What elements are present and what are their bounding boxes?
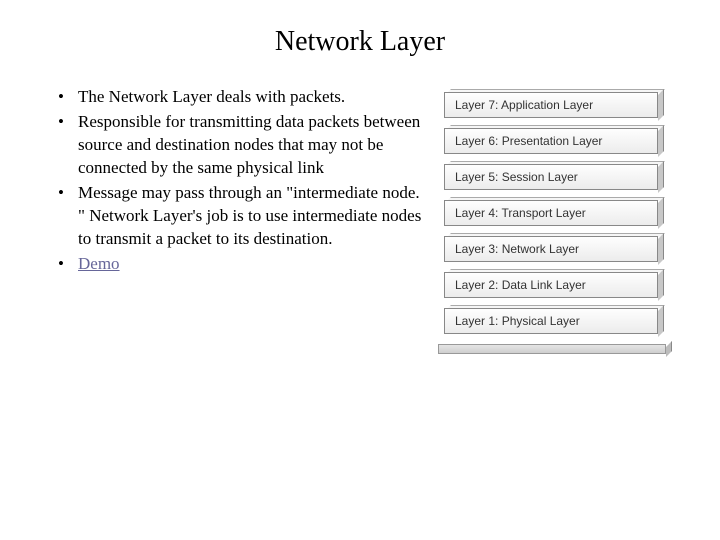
demo-link[interactable]: Demo [78, 254, 120, 273]
osi-stack: Layer 7: Application Layer Layer 6: Pres… [444, 92, 664, 358]
slide: Network Layer The Network Layer deals wi… [0, 0, 720, 540]
bullet-text: Message may pass through an "intermediat… [78, 183, 421, 248]
osi-layer-label: Layer 1: Physical Layer [444, 308, 658, 334]
list-item: Demo [58, 253, 430, 276]
osi-layer-3: Layer 3: Network Layer [444, 236, 664, 268]
stack-base [444, 344, 664, 358]
content-row: The Network Layer deals with packets. Re… [30, 86, 690, 358]
block-side-face [658, 125, 664, 157]
block-side-face [658, 197, 664, 229]
osi-layer-2: Layer 2: Data Link Layer [444, 272, 664, 304]
osi-layer-4: Layer 4: Transport Layer [444, 200, 664, 232]
list-item: The Network Layer deals with packets. [58, 86, 430, 109]
osi-layer-label: Layer 6: Presentation Layer [444, 128, 658, 154]
osi-layer-5: Layer 5: Session Layer [444, 164, 664, 196]
block-side-face [658, 305, 664, 337]
base-side-face [666, 341, 672, 357]
block-side-face [658, 269, 664, 301]
page-title: Network Layer [30, 26, 690, 58]
osi-layer-label: Layer 7: Application Layer [444, 92, 658, 118]
osi-layer-label: Layer 5: Session Layer [444, 164, 658, 190]
block-side-face [658, 89, 664, 121]
osi-layer-label: Layer 2: Data Link Layer [444, 272, 658, 298]
osi-layer-label: Layer 4: Transport Layer [444, 200, 658, 226]
bullet-text: The Network Layer deals with packets. [78, 87, 345, 106]
osi-layer-7: Layer 7: Application Layer [444, 92, 664, 124]
bullet-list: The Network Layer deals with packets. Re… [30, 86, 430, 278]
osi-stack-diagram: Layer 7: Application Layer Layer 6: Pres… [444, 86, 674, 358]
block-side-face [658, 233, 664, 265]
bullet-text: Responsible for transmitting data packet… [78, 112, 420, 177]
osi-layer-6: Layer 6: Presentation Layer [444, 128, 664, 160]
osi-layer-label: Layer 3: Network Layer [444, 236, 658, 262]
osi-layer-1: Layer 1: Physical Layer [444, 308, 664, 340]
base-front-face [438, 344, 666, 354]
block-side-face [658, 161, 664, 193]
list-item: Message may pass through an "intermediat… [58, 182, 430, 251]
list-item: Responsible for transmitting data packet… [58, 111, 430, 180]
